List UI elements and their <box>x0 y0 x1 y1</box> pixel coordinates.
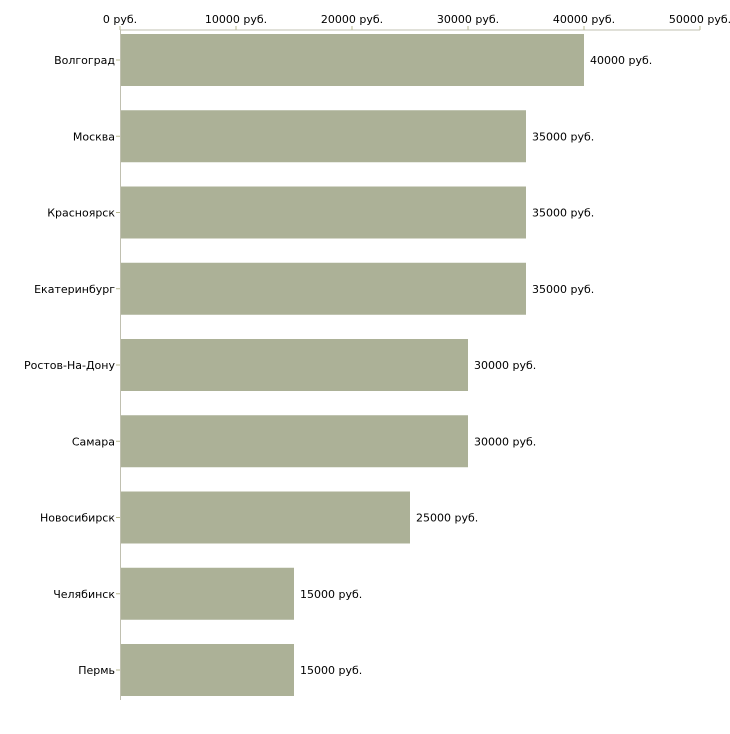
category-label: Челябинск <box>53 588 115 601</box>
category-label: Ростов-На-Дону <box>24 359 115 372</box>
bar <box>121 415 468 468</box>
x-tick-label: 20000 руб. <box>321 13 383 26</box>
bar <box>121 644 294 696</box>
bar <box>121 262 526 315</box>
category-label: Москва <box>73 130 115 143</box>
x-tick-label: 10000 руб. <box>205 13 267 26</box>
data-label: 40000 руб. <box>590 54 652 67</box>
data-label: 30000 руб. <box>474 435 536 448</box>
bar <box>121 186 526 239</box>
category-label: Красноярск <box>47 207 115 220</box>
data-label: 35000 руб. <box>532 130 594 143</box>
data-label: 15000 руб. <box>300 664 362 677</box>
category-label: Пермь <box>78 664 115 677</box>
category-label: Волгоград <box>54 54 115 67</box>
data-label: 35000 руб. <box>532 283 594 296</box>
x-tick-label: 0 руб. <box>103 13 137 26</box>
category-label: Новосибирск <box>40 512 115 525</box>
bar <box>121 567 294 620</box>
bar <box>121 491 410 544</box>
x-tick-label: 50000 руб. <box>669 13 730 26</box>
bar <box>121 34 584 86</box>
x-tick-label: 40000 руб. <box>553 13 615 26</box>
data-label: 15000 руб. <box>300 588 362 601</box>
data-label: 35000 руб. <box>532 207 594 220</box>
data-label: 30000 руб. <box>474 359 536 372</box>
data-label: 25000 руб. <box>416 512 478 525</box>
bar <box>121 110 526 163</box>
x-tick-label: 30000 руб. <box>437 13 499 26</box>
bar <box>121 339 468 391</box>
category-label: Екатеринбург <box>34 283 115 296</box>
category-label: Самара <box>72 435 115 448</box>
